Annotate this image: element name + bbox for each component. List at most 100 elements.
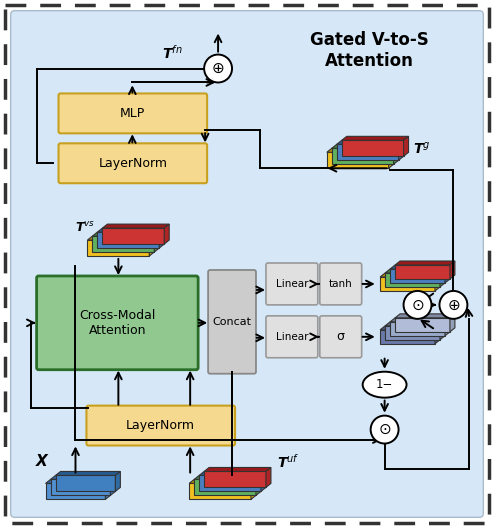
Polygon shape	[189, 479, 256, 484]
Bar	[92, 236, 154, 252]
Bar	[332, 148, 394, 164]
Polygon shape	[332, 144, 399, 148]
Polygon shape	[45, 479, 110, 484]
Polygon shape	[395, 261, 455, 265]
Polygon shape	[50, 475, 116, 479]
Polygon shape	[389, 148, 394, 168]
Polygon shape	[164, 224, 169, 244]
Circle shape	[404, 291, 431, 319]
FancyBboxPatch shape	[58, 93, 207, 134]
Polygon shape	[327, 148, 394, 152]
Polygon shape	[102, 224, 169, 228]
Text: $\boldsymbol{X}$: $\boldsymbol{X}$	[35, 454, 50, 469]
Bar	[87, 240, 149, 256]
FancyBboxPatch shape	[37, 276, 198, 370]
Polygon shape	[395, 314, 455, 318]
Polygon shape	[435, 326, 440, 344]
Text: $\odot$: $\odot$	[378, 422, 391, 437]
Text: Linear: Linear	[276, 279, 308, 289]
FancyBboxPatch shape	[320, 316, 362, 358]
FancyBboxPatch shape	[266, 316, 318, 358]
Polygon shape	[92, 232, 159, 236]
Polygon shape	[394, 144, 399, 164]
Polygon shape	[87, 236, 154, 240]
Bar	[380, 277, 435, 291]
Circle shape	[440, 291, 467, 319]
Text: $\boldsymbol{T}^{uf}$: $\boldsymbol{T}^{uf}$	[277, 452, 299, 470]
Polygon shape	[390, 265, 450, 269]
Polygon shape	[116, 472, 121, 492]
Polygon shape	[256, 475, 261, 495]
Bar	[102, 228, 164, 244]
Circle shape	[370, 416, 399, 444]
Bar	[395, 318, 450, 332]
Bar	[55, 475, 116, 492]
Polygon shape	[440, 322, 445, 340]
Polygon shape	[450, 314, 455, 332]
Text: 1−: 1−	[376, 378, 393, 391]
Polygon shape	[266, 467, 271, 487]
Text: LayerNorm: LayerNorm	[98, 157, 167, 170]
FancyBboxPatch shape	[86, 406, 235, 446]
Circle shape	[204, 54, 232, 82]
Text: Linear: Linear	[276, 332, 308, 342]
Text: Concat: Concat	[212, 317, 251, 327]
Text: $\boldsymbol{T}^{fn}$: $\boldsymbol{T}^{fn}$	[162, 44, 182, 61]
Bar	[390, 322, 445, 336]
Bar	[390, 269, 445, 283]
Text: $\odot$: $\odot$	[411, 297, 424, 313]
Text: LayerNorm: LayerNorm	[126, 419, 195, 432]
Polygon shape	[445, 265, 450, 283]
FancyBboxPatch shape	[266, 263, 318, 305]
Text: Cross-Modal
Attention: Cross-Modal Attention	[79, 309, 156, 337]
Bar	[50, 479, 110, 495]
Polygon shape	[385, 322, 445, 326]
Polygon shape	[159, 228, 164, 248]
Polygon shape	[110, 475, 116, 495]
Polygon shape	[440, 269, 445, 287]
Polygon shape	[261, 472, 266, 492]
Polygon shape	[204, 467, 271, 472]
Text: Gated V-to-S
Attention: Gated V-to-S Attention	[310, 31, 429, 70]
Polygon shape	[97, 228, 164, 232]
FancyBboxPatch shape	[208, 270, 256, 374]
Text: $\oplus$: $\oplus$	[447, 297, 460, 313]
Bar	[189, 484, 251, 499]
Polygon shape	[445, 318, 450, 336]
Bar	[97, 232, 159, 248]
Bar	[45, 484, 105, 499]
Polygon shape	[380, 273, 440, 277]
Ellipse shape	[363, 372, 407, 398]
Polygon shape	[435, 273, 440, 291]
Text: $\oplus$: $\oplus$	[211, 61, 225, 76]
Bar	[385, 273, 440, 287]
Bar	[204, 472, 266, 487]
Bar	[327, 152, 389, 168]
Polygon shape	[105, 479, 110, 499]
Polygon shape	[199, 472, 266, 475]
Polygon shape	[404, 136, 409, 156]
Polygon shape	[337, 140, 404, 144]
Bar	[194, 479, 256, 495]
FancyBboxPatch shape	[320, 263, 362, 305]
Bar	[342, 140, 404, 156]
Bar	[385, 326, 440, 340]
Polygon shape	[380, 326, 440, 330]
Polygon shape	[342, 136, 409, 140]
Text: $\boldsymbol{T}^{g}$: $\boldsymbol{T}^{g}$	[413, 140, 430, 156]
Polygon shape	[194, 475, 261, 479]
Polygon shape	[399, 140, 404, 161]
Polygon shape	[154, 232, 159, 252]
Polygon shape	[55, 472, 121, 475]
Text: MLP: MLP	[120, 107, 145, 120]
FancyBboxPatch shape	[58, 143, 207, 183]
Polygon shape	[450, 261, 455, 279]
FancyBboxPatch shape	[11, 11, 483, 517]
Bar	[380, 330, 435, 344]
Polygon shape	[251, 479, 256, 499]
Bar	[199, 475, 261, 492]
Polygon shape	[385, 269, 445, 273]
Text: tanh: tanh	[329, 279, 353, 289]
Polygon shape	[390, 318, 450, 322]
Bar	[337, 144, 399, 161]
